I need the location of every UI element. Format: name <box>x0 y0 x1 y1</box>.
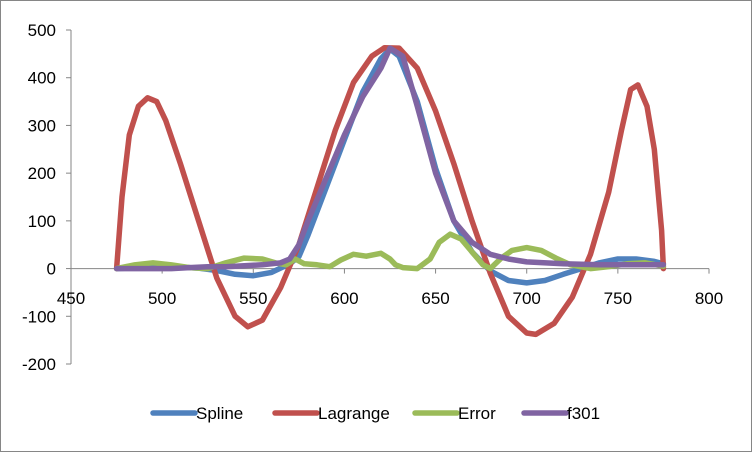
y-tick-label: 0 <box>47 260 56 279</box>
y-tick-label: 200 <box>28 164 56 183</box>
legend: Spline Lagrange Error f301 <box>150 404 600 423</box>
x-tick-label: 750 <box>604 289 632 308</box>
legend-label: Spline <box>196 404 243 423</box>
series-line-lagrange <box>113 44 667 338</box>
x-tick-label: 500 <box>148 289 176 308</box>
legend-label: Lagrange <box>318 404 390 423</box>
x-tick-label: 800 <box>695 289 723 308</box>
legend-label: f301 <box>567 404 600 423</box>
x-tick-label: 550 <box>239 289 267 308</box>
y-tick-marks <box>66 29 71 365</box>
x-tick-label: 700 <box>513 289 541 308</box>
legend-label: Error <box>458 404 496 423</box>
x-tick-label: 450 <box>57 289 85 308</box>
chart-axes <box>70 30 709 364</box>
x-tick-label: 600 <box>330 289 358 308</box>
x-tick-labels: 450 500 550 600 650 700 750 800 <box>57 289 723 308</box>
y-tick-labels: 500 400 300 200 100 0 -100 -200 <box>22 21 56 374</box>
x-tick-marks <box>70 268 710 274</box>
series-line-error <box>113 231 667 272</box>
y-tick-label: 400 <box>28 69 56 88</box>
y-tick-label: -200 <box>22 355 56 374</box>
series-lines <box>113 44 667 338</box>
y-tick-label: 300 <box>28 116 56 135</box>
series-line-spline <box>113 46 667 286</box>
series-line-f301 <box>113 45 667 272</box>
y-tick-label: 100 <box>28 212 56 231</box>
y-tick-label: 500 <box>28 21 56 40</box>
x-tick-label: 650 <box>421 289 449 308</box>
y-tick-label: -100 <box>22 307 56 326</box>
